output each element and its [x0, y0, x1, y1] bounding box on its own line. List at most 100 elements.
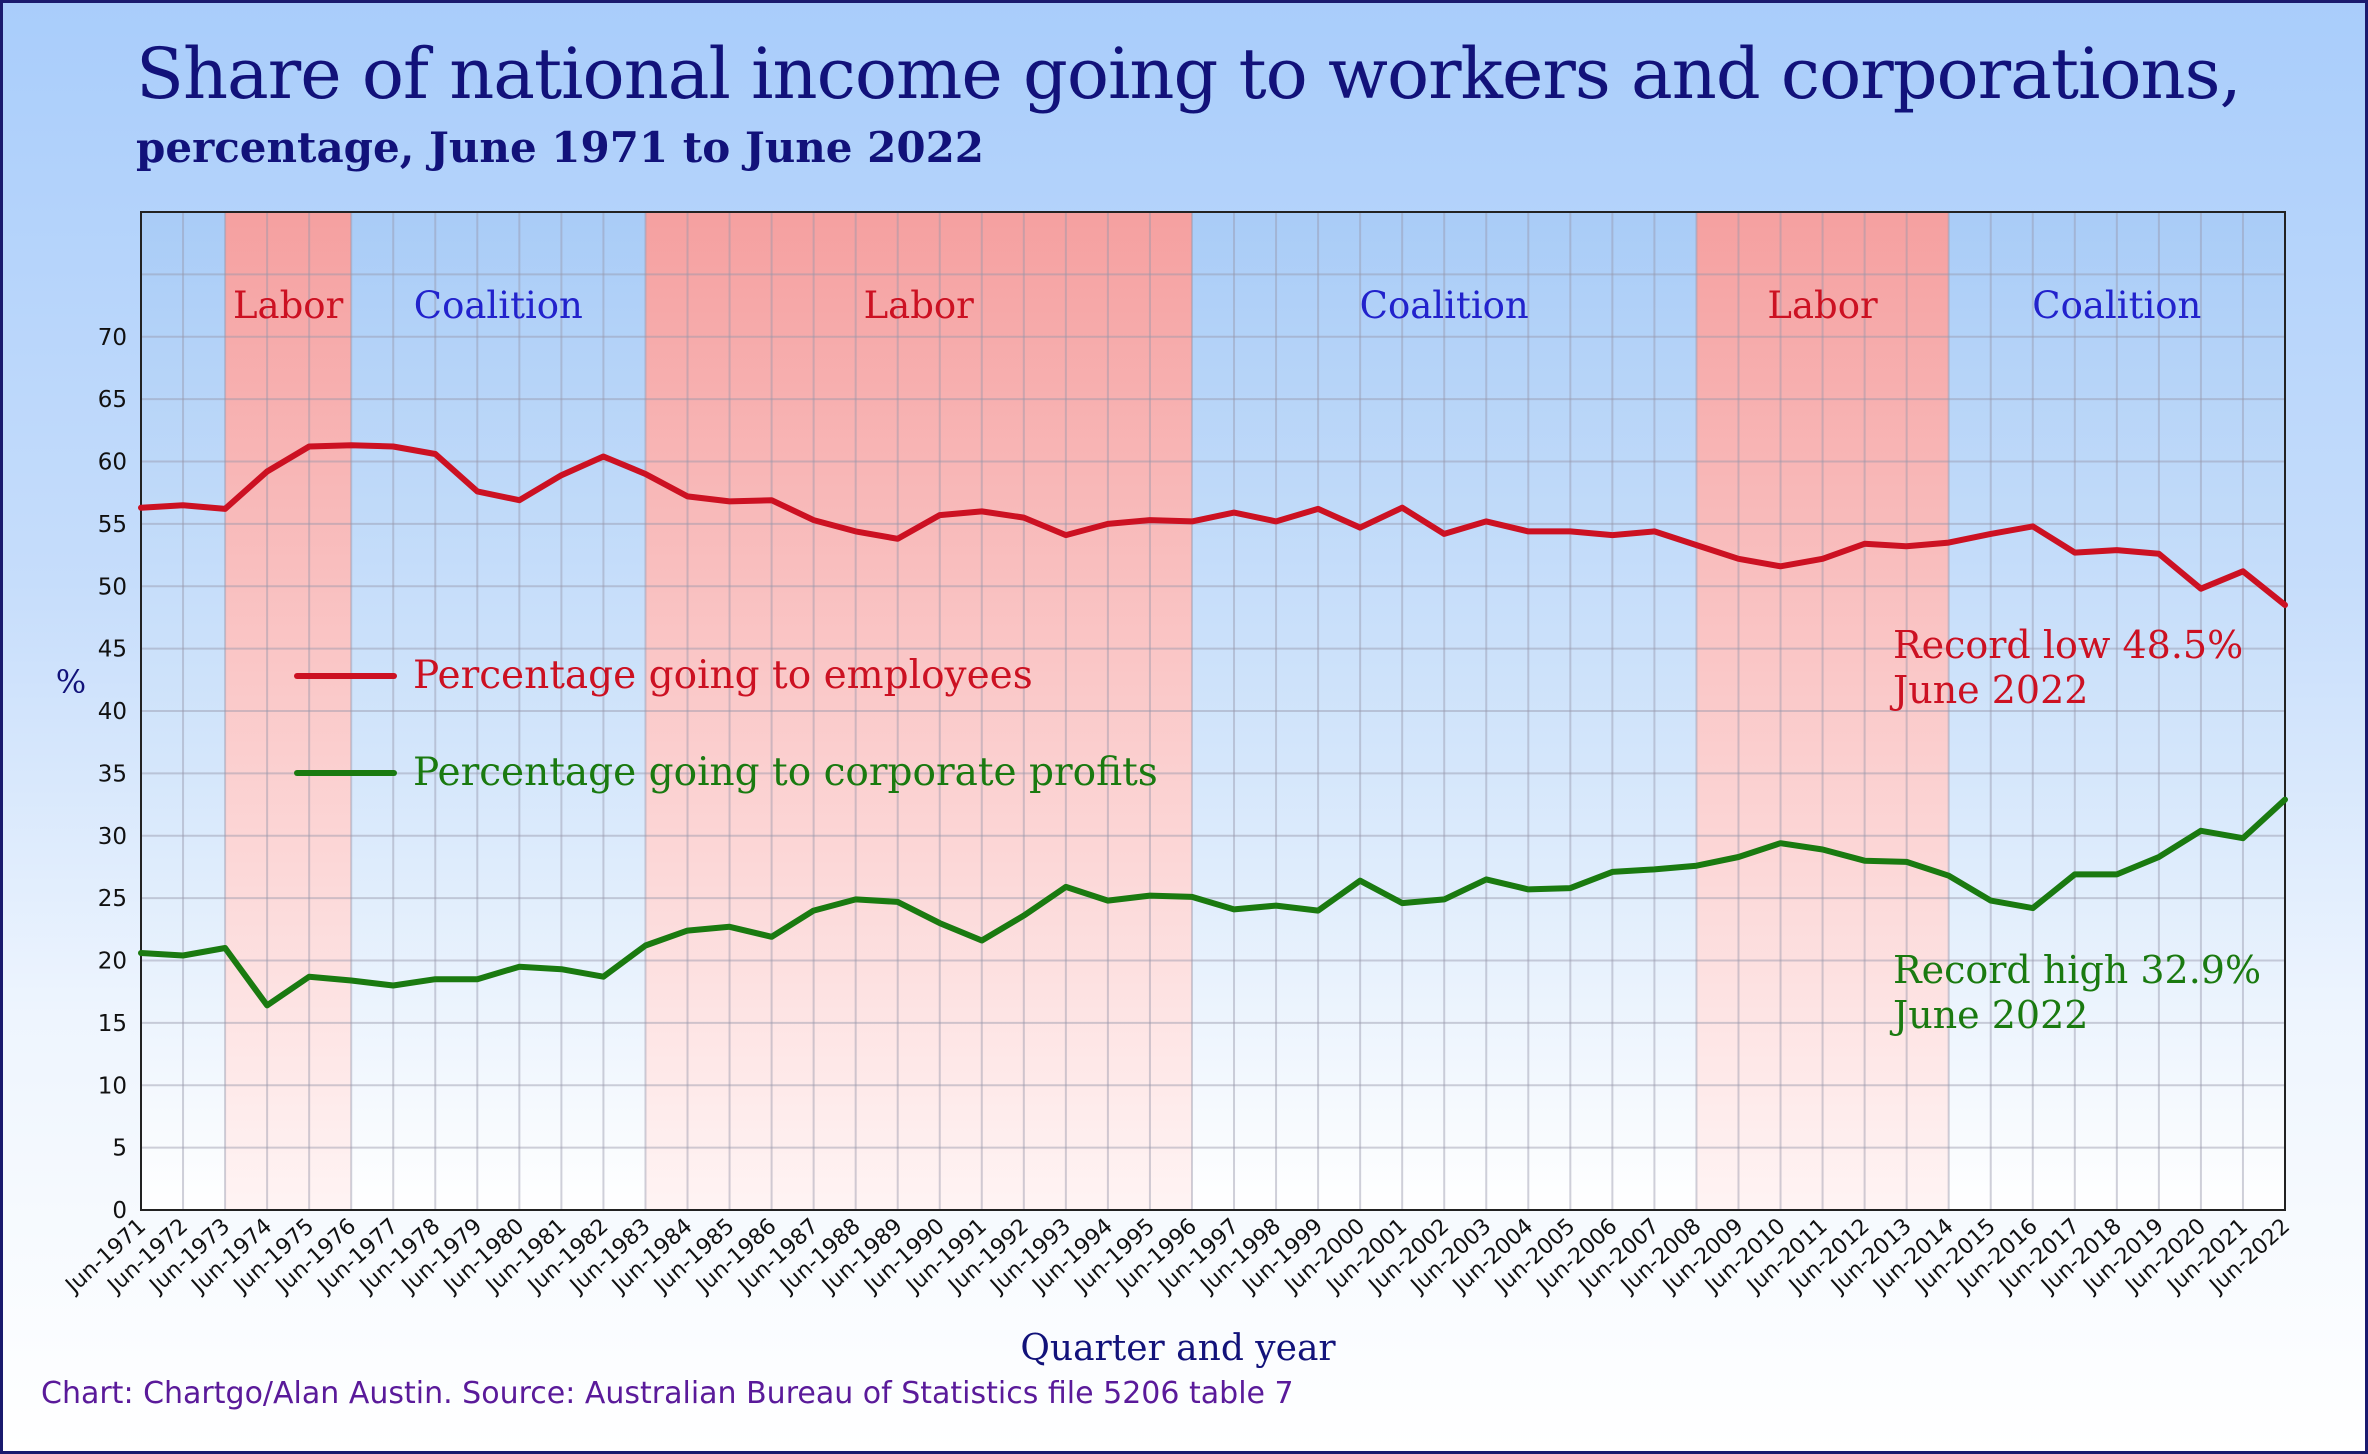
- data-point: [1273, 518, 1279, 524]
- data-point: [1567, 528, 1573, 534]
- data-point: [1988, 531, 1994, 537]
- data-point: [348, 442, 354, 448]
- data-point: [1525, 528, 1531, 534]
- data-point: [1988, 898, 1994, 904]
- data-point: [2282, 797, 2288, 803]
- data-point: [1273, 903, 1279, 909]
- x-axis-label: Quarter and year: [1020, 1328, 1336, 1369]
- period-band-labor-4: [1696, 212, 1949, 1210]
- data-point: [2156, 551, 2162, 557]
- data-point: [2240, 835, 2246, 841]
- data-point: [306, 444, 312, 450]
- data-point: [306, 974, 312, 980]
- data-point: [853, 896, 859, 902]
- data-point: [1651, 528, 1657, 534]
- data-point: [1904, 859, 1910, 865]
- data-point: [1778, 840, 1784, 846]
- data-point: [390, 444, 396, 450]
- data-point: [474, 976, 480, 982]
- y-tick-label: 5: [112, 1136, 127, 1162]
- data-point: [558, 472, 564, 478]
- annotation-record-high: Record high 32.9%: [1893, 948, 2261, 992]
- data-point: [1315, 506, 1321, 512]
- data-point: [1735, 556, 1741, 562]
- period-band-coalition-3: [1191, 212, 1697, 1210]
- data-point: [180, 953, 186, 959]
- data-point: [1231, 906, 1237, 912]
- data-point: [1483, 876, 1489, 882]
- data-point: [1735, 854, 1741, 860]
- period-band-coalition-1: [351, 212, 646, 1210]
- data-point: [2030, 523, 2036, 529]
- data-point: [1820, 846, 1826, 852]
- data-point: [1946, 873, 1952, 879]
- data-point: [222, 945, 228, 951]
- source-note: Chart: Chartgo/Alan Austin. Source: Aust…: [41, 1376, 1294, 1411]
- data-point: [2282, 602, 2288, 608]
- data-point: [138, 950, 144, 956]
- data-point: [600, 454, 606, 460]
- data-point: [2072, 871, 2078, 877]
- chart-subtitle: percentage, June 1971 to June 2022: [136, 123, 985, 172]
- data-point: [2198, 828, 2204, 834]
- data-point: [432, 976, 438, 982]
- period-band-pre: [141, 212, 226, 1210]
- y-tick-label: 30: [98, 824, 127, 850]
- y-tick-label: 15: [98, 1011, 127, 1037]
- line-chart: 0 5 10 15 20 25 30 35 40 45 50 55 60 65 70 Labor Coaliti…: [56, 211, 2295, 1369]
- data-point: [264, 1002, 270, 1008]
- data-point: [1609, 532, 1615, 538]
- period-label-coalition: Coalition: [2032, 284, 2201, 327]
- data-point: [642, 943, 648, 949]
- data-point: [1315, 908, 1321, 914]
- annotation-record-low: Record low 48.5%: [1893, 623, 2243, 667]
- data-point: [727, 498, 733, 504]
- data-point: [1862, 541, 1868, 547]
- data-point: [1231, 510, 1237, 516]
- legend-label: Percentage going to employees: [413, 653, 1033, 698]
- data-point: [1693, 863, 1699, 869]
- data-point: [1946, 540, 1952, 546]
- data-point: [1063, 884, 1069, 890]
- data-point: [1021, 515, 1027, 521]
- data-point: [937, 512, 943, 518]
- data-point: [685, 493, 691, 499]
- legend-label: Percentage going to corporate profits: [413, 750, 1158, 795]
- y-tick-label: 35: [98, 761, 127, 787]
- data-point: [853, 528, 859, 534]
- period-label-coalition: Coalition: [414, 284, 583, 327]
- annotation-record-high: June 2022: [1889, 993, 2088, 1037]
- data-point: [1189, 518, 1195, 524]
- data-point: [1105, 521, 1111, 527]
- data-point: [2240, 568, 2246, 574]
- data-point: [180, 502, 186, 508]
- data-point: [769, 497, 775, 503]
- period-label-coalition: Coalition: [1360, 284, 1529, 327]
- y-tick-label: 65: [98, 387, 127, 413]
- data-point: [474, 488, 480, 494]
- data-point: [979, 938, 985, 944]
- data-point: [685, 928, 691, 934]
- y-tick-label: 45: [98, 637, 127, 663]
- data-point: [516, 964, 522, 970]
- y-tick-label: 50: [98, 574, 127, 600]
- data-point: [895, 536, 901, 542]
- data-point: [1357, 525, 1363, 531]
- period-label-labor: Labor: [864, 284, 975, 327]
- data-point: [1441, 896, 1447, 902]
- data-point: [1147, 517, 1153, 523]
- data-point: [1357, 878, 1363, 884]
- data-point: [1609, 869, 1615, 875]
- data-point: [1693, 542, 1699, 548]
- period-band-coalition-5: [1948, 212, 2285, 1210]
- data-point: [769, 934, 775, 940]
- y-tick-label: 55: [98, 512, 127, 538]
- data-point: [1399, 900, 1405, 906]
- data-point: [390, 982, 396, 988]
- data-point: [2114, 547, 2120, 553]
- plot-border: [140, 211, 2286, 1211]
- period-band-labor-2: [645, 212, 1192, 1210]
- y-tick-label: 10: [98, 1073, 127, 1099]
- data-point: [811, 517, 817, 523]
